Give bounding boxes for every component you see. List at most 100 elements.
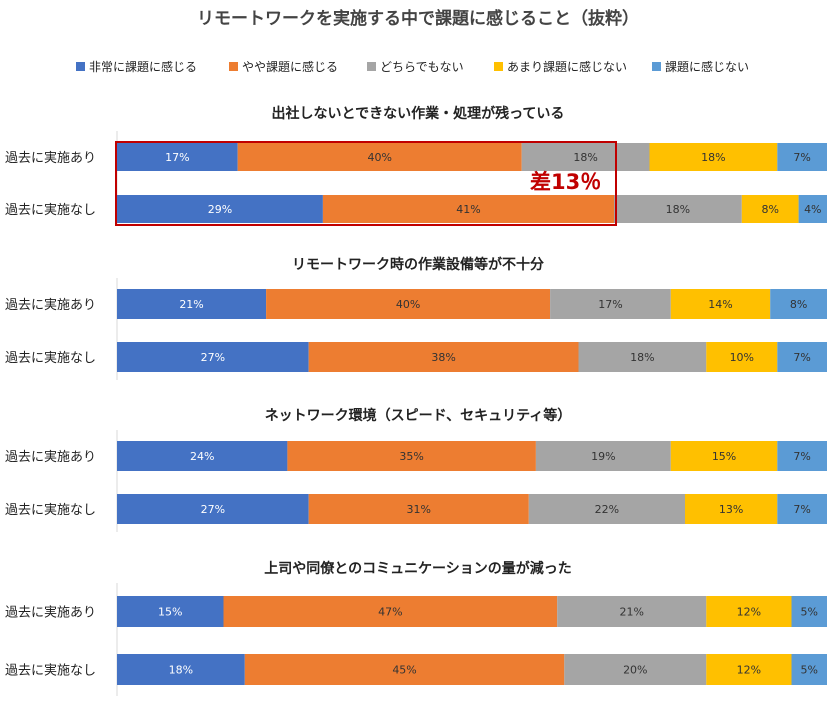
data-label: 12%	[737, 606, 761, 619]
data-label: 14%	[708, 298, 732, 311]
bar-segment	[670, 441, 778, 471]
data-label: 21%	[620, 606, 644, 619]
bar-segment	[117, 494, 309, 524]
legend-swatch	[229, 62, 238, 71]
bar-segment	[770, 289, 827, 319]
bar-segment	[322, 195, 614, 223]
bar-segment	[117, 441, 288, 471]
legend-label: やや課題に感じる	[242, 59, 338, 74]
legend-swatch	[494, 62, 503, 71]
bar-segment	[670, 289, 771, 319]
panel-title: リモートワーク時の作業設備等が不十分	[292, 256, 544, 273]
data-label: 18%	[573, 151, 597, 164]
bar-segment	[706, 342, 778, 372]
panel-title: 出社しないとできない作業・処理が残っている	[272, 105, 565, 122]
data-label: 7%	[793, 151, 810, 164]
bar-segment	[741, 195, 799, 223]
legend-swatch	[367, 62, 376, 71]
bar-segment	[777, 441, 827, 471]
bar-segment	[614, 195, 742, 223]
category-label: 過去に実施あり	[5, 605, 96, 621]
bar-segment	[266, 289, 551, 319]
bar-segment	[117, 143, 238, 171]
data-label: 5%	[801, 606, 818, 619]
category-label: 過去に実施なし	[5, 202, 96, 218]
bar-segment	[578, 342, 707, 372]
bar-segment	[117, 195, 323, 223]
data-label: 19%	[591, 450, 615, 463]
bar-segment	[308, 494, 529, 524]
bar-segment	[685, 494, 778, 524]
data-label: 18%	[701, 151, 725, 164]
category-label: 過去に実施なし	[5, 350, 96, 366]
chart-panel: ネットワーク環境（スピード、セキュリティ等） 過去に実施あり 24% 35% 19% 15…	[5, 407, 827, 532]
bar-segment	[564, 654, 707, 685]
legend-label: どちらでもない	[380, 60, 464, 74]
data-label: 8%	[761, 203, 778, 216]
bar-segment	[117, 596, 224, 627]
data-label: 22%	[595, 503, 619, 516]
category-label: 過去に実施なし	[5, 502, 96, 518]
bar-segment	[777, 494, 827, 524]
category-label: 過去に実施あり	[5, 150, 96, 166]
highlight-box	[115, 141, 617, 226]
bar-segment	[223, 596, 558, 627]
data-label: 5%	[801, 664, 818, 677]
bar-segment	[777, 143, 827, 171]
data-label: 15%	[712, 450, 736, 463]
panel-title: 上司や同僚とのコミュニケーションの量が減った	[264, 560, 572, 577]
chart-title: リモートワークを実施する中で課題に感じること（抜粋）	[197, 8, 639, 29]
data-label: 45%	[392, 664, 416, 677]
bar-segment	[777, 342, 827, 372]
data-label: 7%	[793, 503, 810, 516]
data-label: 21%	[179, 298, 203, 311]
bar-segment	[308, 342, 579, 372]
bar-segment	[237, 143, 522, 171]
bar-segment	[798, 195, 827, 223]
legend-swatch	[76, 62, 85, 71]
data-label: 35%	[399, 450, 423, 463]
data-label: 20%	[623, 664, 647, 677]
data-label: 18%	[630, 351, 654, 364]
bar-segment	[791, 654, 827, 685]
data-label: 24%	[190, 450, 214, 463]
data-label: 18%	[666, 203, 690, 216]
bar-segment	[117, 289, 267, 319]
data-label: 7%	[793, 351, 810, 364]
category-label: 過去に実施あり	[5, 449, 96, 465]
data-label: 13%	[719, 503, 743, 516]
bar-segment	[649, 143, 778, 171]
bar-segment	[117, 654, 245, 685]
data-label: 31%	[407, 503, 431, 516]
data-label: 40%	[396, 298, 420, 311]
data-label: 4%	[804, 203, 821, 216]
bar-segment	[706, 596, 792, 627]
bar-segment	[528, 494, 685, 524]
legend-swatch	[652, 62, 661, 71]
bar-segment	[791, 596, 827, 627]
legend: 非常に課題に感じる やや課題に感じる どちらでもない あまり課題に感じない 課題に感じな…	[76, 59, 749, 74]
data-label: 12%	[737, 664, 761, 677]
legend-label: 課題に感じない	[665, 59, 749, 74]
data-label: 40%	[367, 151, 391, 164]
data-label: 27%	[201, 503, 225, 516]
bar-segment	[706, 654, 792, 685]
bar-segment	[557, 596, 707, 627]
data-label: 29%	[208, 203, 232, 216]
data-label: 8%	[790, 298, 807, 311]
legend-label: あまり課題に感じない	[507, 59, 627, 74]
data-label: 10%	[730, 351, 754, 364]
data-label: 18%	[169, 664, 193, 677]
data-label: 7%	[793, 450, 810, 463]
data-label: 27%	[201, 351, 225, 364]
data-label: 17%	[598, 298, 622, 311]
data-label: 17%	[165, 151, 189, 164]
bar-segment	[521, 143, 650, 171]
category-label: 過去に実施あり	[5, 297, 96, 313]
difference-annotation: 差13％	[530, 170, 601, 194]
